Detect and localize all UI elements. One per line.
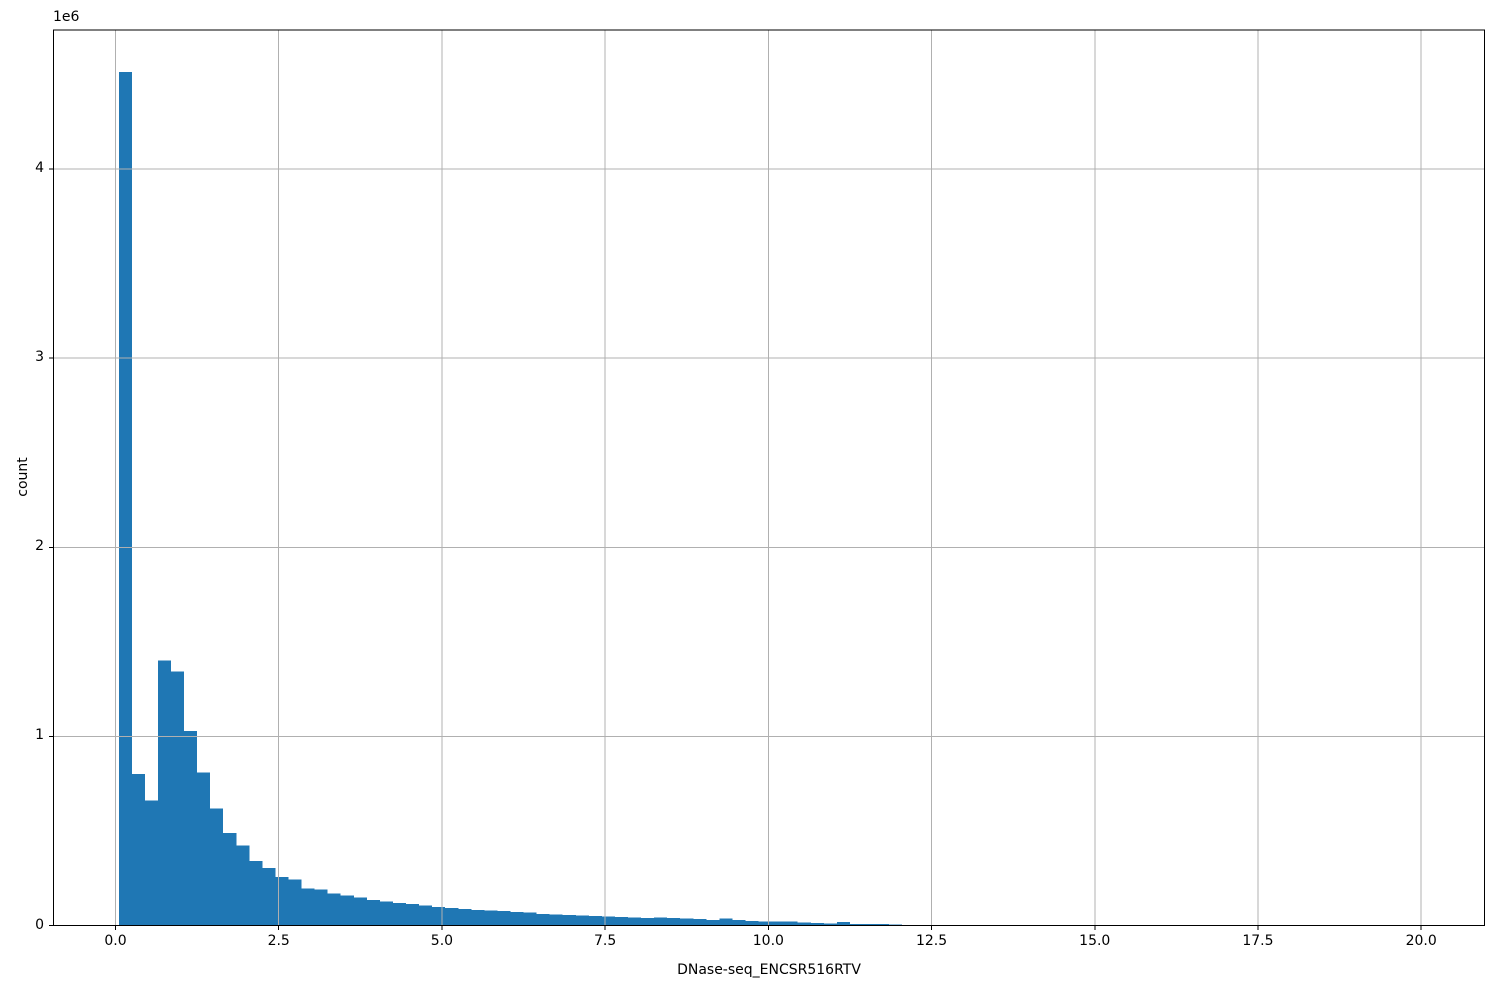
histogram-bar xyxy=(797,922,811,926)
y-tick-label: 4 xyxy=(35,160,44,176)
histogram-bar xyxy=(379,901,393,926)
histogram-bar xyxy=(732,920,746,926)
histogram-bar xyxy=(184,731,198,926)
histogram-bar xyxy=(784,921,798,926)
x-tick-label: 2.5 xyxy=(267,933,290,949)
y-tick-label: 3 xyxy=(35,349,44,366)
histogram-bar xyxy=(575,915,589,926)
histogram-bar xyxy=(131,774,145,926)
y-axis-label: count xyxy=(15,457,31,497)
histogram-bar xyxy=(719,918,733,926)
x-tick-label: 20.0 xyxy=(1405,933,1437,949)
histogram-bar xyxy=(144,800,158,926)
histogram-bar xyxy=(458,909,472,926)
histogram-bar xyxy=(419,905,433,926)
histogram-bar xyxy=(262,867,276,926)
x-tick-label: 15.0 xyxy=(1079,933,1111,949)
x-axis-label: DNase-seq_ENCSR516RTV xyxy=(677,962,861,978)
histogram-bar xyxy=(549,914,563,926)
y-tick-label: 1 xyxy=(35,727,44,744)
histogram-bar xyxy=(327,893,341,926)
x-tick-label: 7.5 xyxy=(593,933,617,949)
histogram-bar xyxy=(536,913,550,926)
y-tick-label: 2 xyxy=(35,538,44,555)
histogram-bar xyxy=(667,918,681,926)
histogram-bar xyxy=(366,899,380,926)
histogram-bar xyxy=(588,916,602,926)
histogram-bar xyxy=(863,923,877,926)
histogram-bar xyxy=(510,912,524,926)
histogram-bar xyxy=(392,903,407,926)
histogram-bar xyxy=(876,924,890,926)
histogram-bar xyxy=(497,910,511,926)
histogram-bar xyxy=(157,660,172,926)
histogram-bar xyxy=(706,919,720,926)
x-tick-label: 0.0 xyxy=(104,933,127,949)
axes-spines xyxy=(53,29,1485,926)
histogram-bar xyxy=(654,917,668,926)
histogram-bar xyxy=(432,906,446,926)
histogram-bar xyxy=(236,845,250,926)
histogram-bar xyxy=(562,915,576,926)
histogram-bar xyxy=(171,671,185,926)
histogram-bar xyxy=(210,808,224,926)
x-tick-label: 5.0 xyxy=(430,933,454,949)
histogram-bar xyxy=(627,917,642,926)
histogram-bar xyxy=(889,924,903,926)
histogram-bar xyxy=(406,904,420,926)
histogram-bar xyxy=(223,832,237,926)
histogram-bar xyxy=(340,895,354,926)
histogram-bar xyxy=(614,916,628,926)
histogram-bar xyxy=(314,889,328,926)
histogram-bar xyxy=(758,921,772,926)
histogram-bar xyxy=(275,877,289,926)
histogram-bar xyxy=(693,919,707,926)
histogram-bar xyxy=(836,922,850,926)
histogram-bar xyxy=(849,923,864,926)
histogram-bar xyxy=(771,921,785,926)
histogram-bar xyxy=(484,910,498,926)
histogram-bar xyxy=(641,917,655,926)
histogram-bar xyxy=(810,923,824,926)
histogram-bar xyxy=(601,916,615,926)
histogram-bar xyxy=(445,908,459,926)
histogram-bar xyxy=(288,879,302,926)
histogram-bar xyxy=(249,861,263,926)
histogram-bar xyxy=(823,923,837,926)
y-axis-offset-label: 1e6 xyxy=(53,9,80,25)
histogram-bar xyxy=(118,71,132,926)
histogram-bar xyxy=(197,772,211,926)
x-tick-label: 10.0 xyxy=(752,933,784,949)
histogram-bar xyxy=(301,888,315,926)
x-tick-label: 17.5 xyxy=(1242,933,1274,949)
histogram-bar xyxy=(680,918,694,926)
histogram-bar xyxy=(745,920,759,926)
histogram-bar xyxy=(471,910,485,926)
histogram-bar xyxy=(523,912,537,926)
y-tick-label: 0 xyxy=(35,916,44,933)
x-tick-label: 12.5 xyxy=(915,933,948,949)
histogram-bar xyxy=(353,897,367,926)
